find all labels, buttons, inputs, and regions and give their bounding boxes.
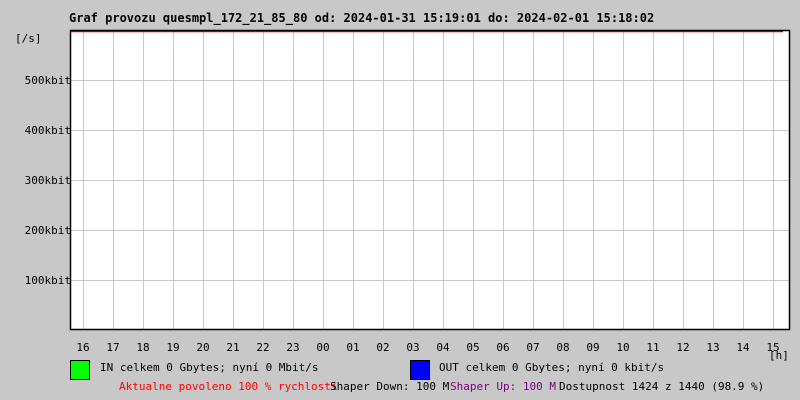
y-axis-unit: [/s] xyxy=(15,32,42,45)
x-tick-label: 18 xyxy=(136,341,149,354)
y-tick-label: 100kbit xyxy=(25,274,71,287)
shaper-up-text: Shaper Up: 100 M xyxy=(450,380,556,393)
x-tick-label: 21 xyxy=(226,341,239,354)
x-tick-label: 20 xyxy=(196,341,209,354)
x-tick-label: 23 xyxy=(286,341,299,354)
availability-text: Dostupnost 1424 z 1440 (98.9 %) xyxy=(559,380,765,393)
in-legend-swatch xyxy=(70,360,90,380)
x-tick-label: 17 xyxy=(106,341,119,354)
x-tick-label: 06 xyxy=(496,341,509,354)
y-tick-label: 400kbit xyxy=(25,124,71,137)
x-tick-label: 11 xyxy=(646,341,659,354)
x-tick-label: 19 xyxy=(166,341,179,354)
out-legend-text: OUT celkem 0 Gbytes; nyní 0 kbit/s xyxy=(439,361,665,374)
y-tick-label: 300kbit xyxy=(25,174,71,187)
x-tick-label: 12 xyxy=(676,341,689,354)
x-tick-label: 22 xyxy=(256,341,269,354)
x-tick-label: 00 xyxy=(316,341,329,354)
x-tick-label: 15 xyxy=(766,341,779,354)
y-tick-label: 200kbit xyxy=(25,224,71,237)
in-legend-text: IN celkem 0 Gbytes; nyní 0 Mbit/s xyxy=(100,361,319,374)
x-tick-label: 05 xyxy=(466,341,479,354)
x-tick-label: 02 xyxy=(376,341,389,354)
x-tick-label: 10 xyxy=(616,341,629,354)
x-tick-label: 08 xyxy=(556,341,569,354)
x-tick-label: 04 xyxy=(436,341,450,354)
x-tick-label: 03 xyxy=(406,341,419,354)
x-tick-label: 13 xyxy=(706,341,719,354)
allowed-speed-text: Aktualne povoleno 100 % rychlosti xyxy=(119,380,338,393)
y-tick-label: 500kbit xyxy=(25,74,71,87)
out-legend-swatch xyxy=(410,360,430,380)
x-tick-label: 14 xyxy=(736,341,750,354)
shaper-down-text: Shaper Down: 100 M xyxy=(330,380,450,393)
x-tick-label: 09 xyxy=(586,341,599,354)
chart-title: Graf provozu quesmpl_172_21_85_80 od: 20… xyxy=(69,11,655,25)
x-tick-label: 16 xyxy=(76,341,89,354)
x-tick-label: 01 xyxy=(346,341,359,354)
plot-border xyxy=(69,29,791,331)
x-axis-unit: [h] xyxy=(769,349,789,362)
x-tick-label: 07 xyxy=(526,341,539,354)
